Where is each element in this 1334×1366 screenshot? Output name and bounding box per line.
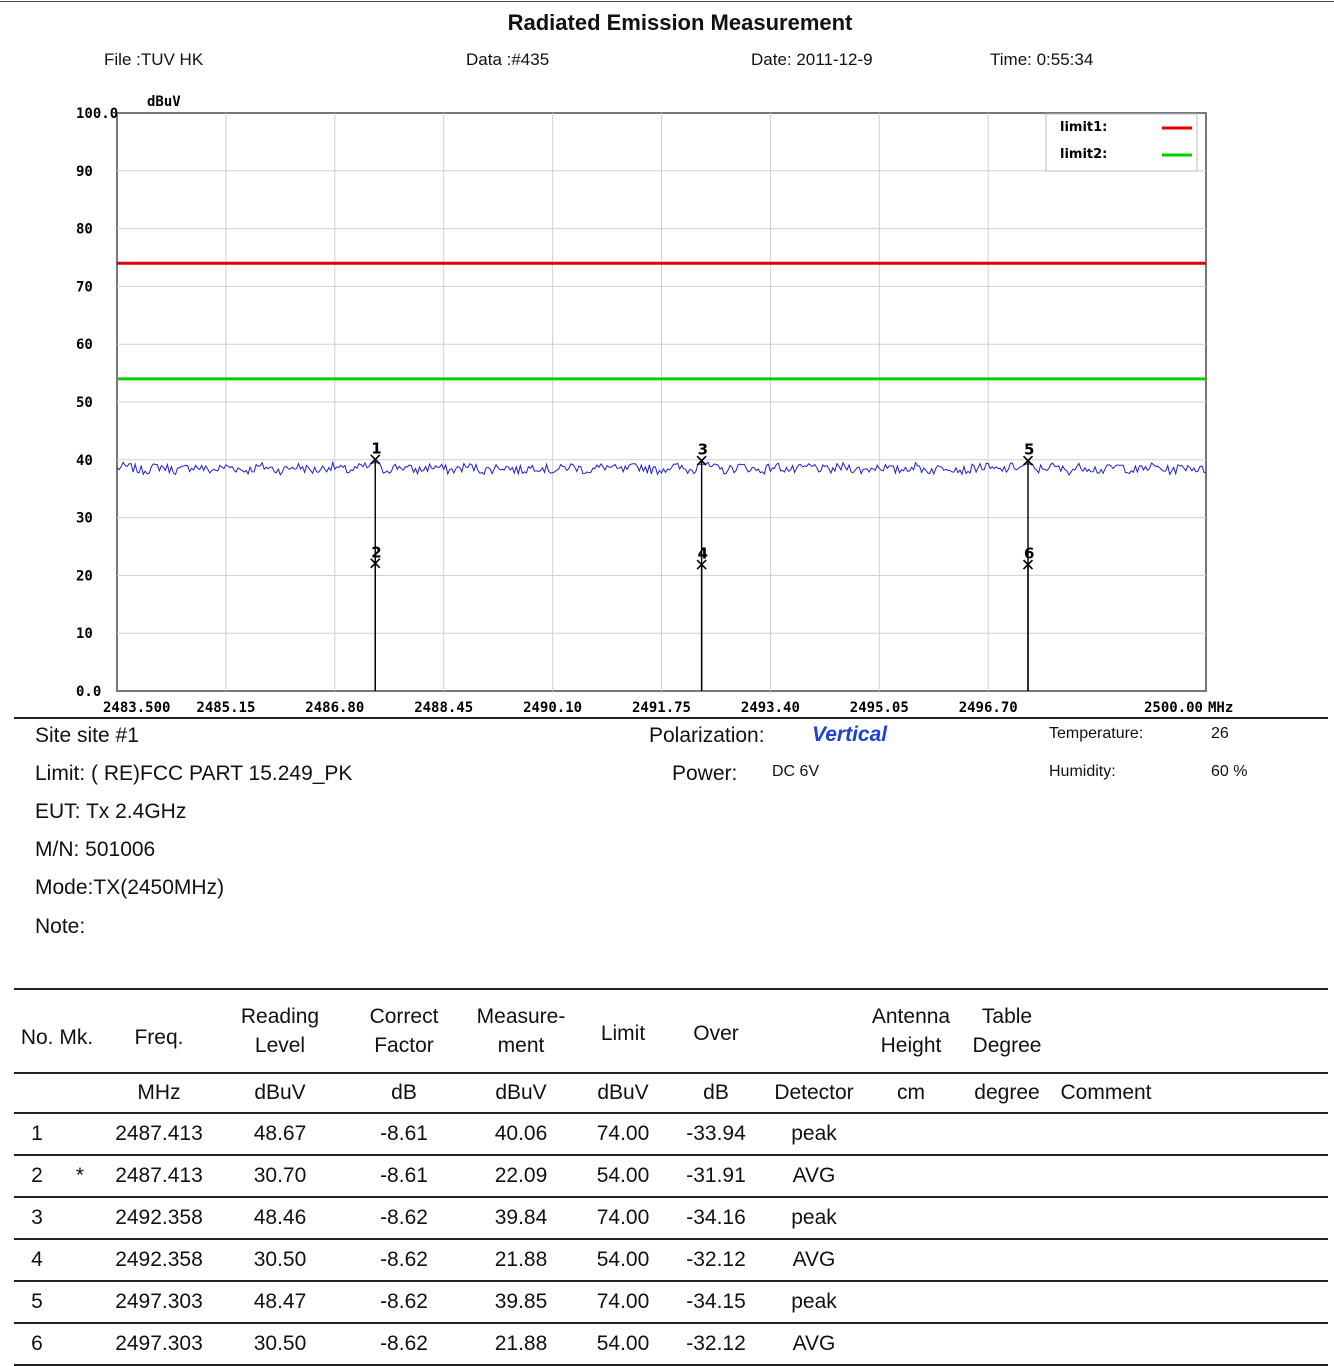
x-tick-label: 2483.500 [103, 700, 170, 716]
unit-antenna: cm [866, 1072, 956, 1114]
unit-table: degree [956, 1072, 1058, 1114]
col-header-antenna: Antenna Height [871, 1005, 951, 1057]
col-header-measurement: Measure-ment [476, 1005, 566, 1057]
y-tick-label: 70 [76, 279, 93, 295]
top-rule [0, 1, 1334, 2]
y-axis-unit: dBuV [147, 94, 181, 110]
polarization-label: Polarization: [649, 724, 765, 747]
data-label: Data :#435 [466, 50, 550, 69]
chart-separator [14, 717, 1328, 719]
legend-label: limit2: [1060, 147, 1107, 162]
marker-x-icon [1022, 559, 1034, 570]
x-tick-label: 2490.10 [523, 700, 582, 716]
mn-info: M/N: 501006 [35, 838, 156, 861]
table-row: 5 2497.303 48.47 -8.62 39.85 74.00 -34.15 p… [14, 1281, 1328, 1324]
x-tick-label: 2493.40 [741, 700, 800, 716]
unit-limit: dBuV [576, 1072, 670, 1114]
unit-over: dB [670, 1072, 762, 1114]
legend-box [1045, 113, 1198, 172]
power-label: Power: [672, 762, 738, 785]
table-row: 1 2487.413 48.67 -8.61 40.06 74.00 -33.94 p… [14, 1113, 1328, 1156]
marker-label: 2 [371, 543, 381, 561]
time-label: Time: 0:55:34 [990, 50, 1094, 69]
unit-detector: Detector [762, 1072, 866, 1114]
x-tick-label: 2496.70 [959, 700, 1018, 716]
table-row: 2 * 2487.413 30.70 -8.61 22.09 54.00 -31.91 … [14, 1155, 1328, 1198]
marker-x-icon [696, 455, 707, 466]
col-header-over: Over [693, 1021, 739, 1045]
col-header-limit: Limit [600, 1021, 646, 1045]
x-tick-label: 2488.45 [414, 700, 473, 716]
date-label: Date: 2011-12-9 [751, 50, 873, 69]
col-header-detector [762, 989, 866, 1073]
table-row: 6 2497.303 30.50 -8.62 21.88 54.00 -32.12 A… [14, 1323, 1328, 1366]
y-tick-label: 0.0 [76, 684, 101, 700]
table-header-row: No. Mk. Freq. Reading Level Correct Factor… [14, 989, 1328, 1073]
x-tick-label: 2491.75 [632, 700, 691, 716]
x-tick-label: 2486.80 [305, 700, 364, 716]
y-tick-label: 30 [76, 511, 93, 527]
marker-x-icon [370, 454, 381, 465]
x-tick-label: 2485.15 [196, 700, 255, 716]
marker-x-icon [370, 558, 381, 569]
unit-measurement: dBuV [466, 1072, 576, 1114]
marker-label: 4 [698, 545, 708, 563]
col-header-comment [1058, 989, 1154, 1073]
x-axis-unit: MHz [1208, 700, 1233, 716]
note-info: Note: [35, 915, 86, 938]
y-tick-label: 80 [76, 222, 93, 238]
eut-info: EUT: Tx 2.4GHz [35, 800, 187, 823]
y-tick-label: 60 [76, 337, 93, 353]
mode-info: Mode:TX(2450MHz) [35, 876, 225, 899]
table-units-row: MHz dBuV dB dBuV dBuV dB Detector cm deg… [14, 1072, 1328, 1114]
x-tick-label: 2495.05 [850, 700, 909, 716]
grid [117, 113, 1206, 691]
unit-reading: dBuV [218, 1072, 342, 1114]
limit-lines [117, 261, 1206, 381]
marker-label: 6 [1024, 545, 1034, 563]
polarization-value: Vertical [812, 723, 888, 746]
humidity-value: 60 % [1211, 763, 1248, 780]
report-title: Radiated Emission Measurement [507, 10, 853, 35]
table-row: 4 2492.358 30.50 -8.62 21.88 54.00 -32.12 A… [14, 1239, 1328, 1282]
humidity-label: Humidity: [1049, 763, 1116, 780]
marker-label: 1 [371, 439, 381, 457]
col-header-reading: Reading Level [240, 1005, 320, 1057]
temperature-label: Temperature: [1049, 725, 1144, 742]
col-header-no-mk: No. Mk. [20, 1025, 94, 1049]
markers: 1 2 3 4 5 6 [370, 439, 1034, 691]
x-tick-label: 2500.00 [1144, 700, 1203, 716]
unit-factor: dB [342, 1072, 466, 1114]
marker-x-icon [696, 559, 707, 570]
unit-freq: MHz [100, 1072, 218, 1114]
temperature-value: 26 [1211, 725, 1229, 742]
marker-label: 3 [698, 441, 708, 459]
col-header-table: Table Degree [972, 1005, 1042, 1057]
y-tick-label: 40 [76, 453, 93, 469]
marker-label: 5 [1024, 441, 1034, 459]
unit-comment: Comment [1058, 1072, 1154, 1114]
site-info: Site site #1 [35, 724, 139, 747]
col-header-freq: Freq. [134, 1025, 184, 1049]
y-tick-label: 50 [76, 395, 93, 411]
power-value: DC 6V [772, 763, 820, 780]
marker-x-icon [1022, 455, 1034, 466]
legend-label: limit1: [1060, 120, 1107, 135]
y-tick-label: 20 [76, 568, 93, 584]
limit-info: Limit: ( RE)FCC PART 15.249_PK [35, 762, 353, 785]
y-tick-label: 10 [76, 626, 93, 642]
col-header-factor: Correct Factor [369, 1005, 439, 1057]
y-tick-label: 100.0 [76, 106, 118, 122]
results-table: No. Mk. Freq. Reading Level Correct Factor… [14, 988, 1328, 1366]
file-label: File :TUV HK [104, 50, 204, 69]
legend: limit1: limit2: [1045, 113, 1198, 172]
y-tick-label: 90 [76, 164, 93, 180]
table-row: 3 2492.358 48.46 -8.62 39.84 74.00 -34.16 p… [14, 1197, 1328, 1240]
